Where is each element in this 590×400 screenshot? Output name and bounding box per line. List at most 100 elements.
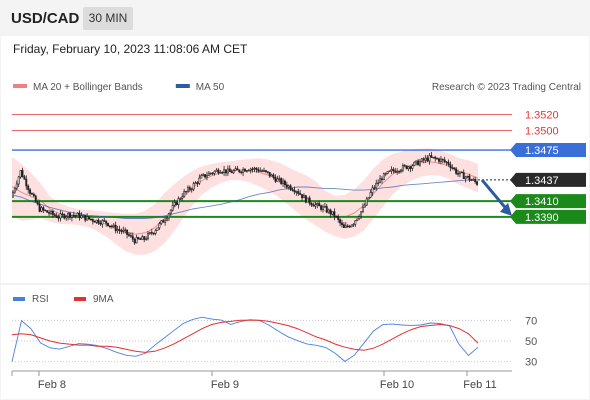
candle-body bbox=[171, 205, 174, 211]
level-tag-4 bbox=[510, 194, 586, 209]
candle-body bbox=[457, 173, 459, 175]
candle-body bbox=[200, 175, 203, 179]
candle-body bbox=[449, 164, 452, 168]
level-tag-3 bbox=[510, 172, 586, 187]
candle-body bbox=[207, 172, 210, 176]
candle-body bbox=[417, 160, 420, 166]
candle-body bbox=[420, 158, 423, 162]
candle-body bbox=[371, 187, 374, 193]
candle-body bbox=[103, 220, 106, 222]
candle-body bbox=[215, 169, 218, 172]
candle-body bbox=[147, 233, 149, 240]
candle-body bbox=[185, 190, 188, 193]
candle-body bbox=[40, 207, 43, 212]
candle-body bbox=[186, 187, 189, 192]
candle-body bbox=[120, 230, 123, 232]
candle-body bbox=[211, 172, 214, 175]
candle-body bbox=[230, 171, 233, 174]
candle-body bbox=[320, 205, 323, 210]
candle-body bbox=[61, 213, 64, 215]
rsi-ma-line bbox=[11, 319, 479, 353]
candle-body bbox=[129, 235, 132, 237]
candle-body bbox=[23, 176, 26, 180]
candle-body bbox=[131, 235, 134, 240]
candle-body bbox=[93, 221, 96, 223]
candle-body bbox=[219, 172, 222, 174]
candle-body bbox=[422, 158, 425, 161]
candle-body bbox=[413, 161, 416, 167]
timeframe-badge[interactable]: 30 MIN bbox=[83, 7, 133, 30]
candle-body bbox=[114, 224, 117, 232]
candle-body bbox=[363, 204, 366, 208]
candle-body bbox=[365, 198, 368, 206]
candle-body bbox=[268, 171, 271, 177]
candle-body bbox=[272, 174, 275, 178]
candle-body bbox=[232, 170, 235, 174]
candle-body bbox=[293, 190, 296, 193]
candle-body bbox=[128, 234, 130, 236]
level-label-1: 1.3500 bbox=[525, 125, 559, 137]
candle-body bbox=[354, 220, 357, 225]
candle-body bbox=[380, 178, 383, 181]
candle-body bbox=[428, 155, 431, 162]
candle-body bbox=[150, 232, 153, 234]
rsi-legend-label-1: 9MA bbox=[93, 294, 114, 305]
candle-body bbox=[65, 216, 68, 219]
candle-body bbox=[135, 237, 138, 244]
candle-body bbox=[95, 219, 98, 223]
candle-body bbox=[474, 179, 477, 183]
candle-body bbox=[323, 206, 326, 208]
candle-body bbox=[53, 214, 56, 216]
candle-body bbox=[89, 218, 92, 221]
candle-body bbox=[476, 181, 479, 185]
candle-body bbox=[386, 171, 389, 174]
candle-body bbox=[434, 156, 437, 159]
candle-body bbox=[327, 209, 330, 213]
candle-body bbox=[179, 198, 182, 200]
rsi-legend-label-0: RSI bbox=[32, 294, 49, 305]
candle-body bbox=[42, 207, 45, 211]
candle-body bbox=[160, 220, 163, 224]
candle-body bbox=[430, 155, 433, 158]
candle-body bbox=[238, 169, 241, 173]
x-tick-label-2: Feb 10 bbox=[380, 379, 414, 391]
candle-body bbox=[63, 214, 66, 219]
candle-body bbox=[25, 178, 28, 187]
candle-body bbox=[308, 197, 311, 204]
candle-body bbox=[244, 169, 246, 172]
candle-body bbox=[13, 187, 16, 193]
candle-body bbox=[409, 166, 412, 169]
candle-body bbox=[169, 209, 172, 214]
candle-body bbox=[411, 165, 414, 169]
candle-body bbox=[367, 197, 370, 200]
candle-body bbox=[107, 222, 110, 227]
candle-body bbox=[419, 161, 421, 166]
candle-body bbox=[141, 236, 144, 240]
candle-body bbox=[325, 206, 328, 213]
candle-body bbox=[236, 168, 239, 171]
rsi-legend-swatch-1 bbox=[74, 297, 86, 301]
candle-body bbox=[240, 171, 243, 173]
candle-body bbox=[190, 188, 193, 191]
candle-body bbox=[19, 170, 22, 178]
candle-body bbox=[175, 202, 178, 205]
timestamp: Friday, February 10, 2023 11:08:06 AM CE… bbox=[13, 42, 248, 56]
candle-body bbox=[394, 170, 397, 173]
candle-body bbox=[108, 225, 111, 228]
candle-body bbox=[145, 238, 148, 240]
candle-body bbox=[36, 201, 39, 205]
candle-body bbox=[15, 183, 18, 189]
level-label-5: 1.3390 bbox=[525, 212, 559, 224]
candle-body bbox=[48, 212, 51, 214]
candle-body bbox=[11, 191, 14, 198]
candle-body bbox=[59, 213, 62, 219]
candle-body bbox=[57, 217, 60, 219]
candle-body bbox=[112, 224, 115, 227]
candle-body bbox=[158, 223, 161, 229]
candle-body bbox=[460, 171, 463, 174]
candle-body bbox=[373, 187, 376, 189]
candle-body bbox=[251, 168, 254, 171]
candle-body bbox=[322, 206, 324, 210]
ma50-line bbox=[11, 179, 478, 219]
candle-body bbox=[118, 229, 121, 231]
